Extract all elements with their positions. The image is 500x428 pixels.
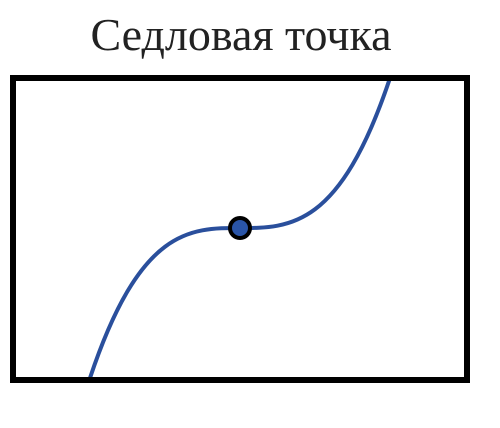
frame xyxy=(10,75,470,383)
saddle-point xyxy=(228,216,252,240)
title: Седловая точка xyxy=(90,9,391,60)
